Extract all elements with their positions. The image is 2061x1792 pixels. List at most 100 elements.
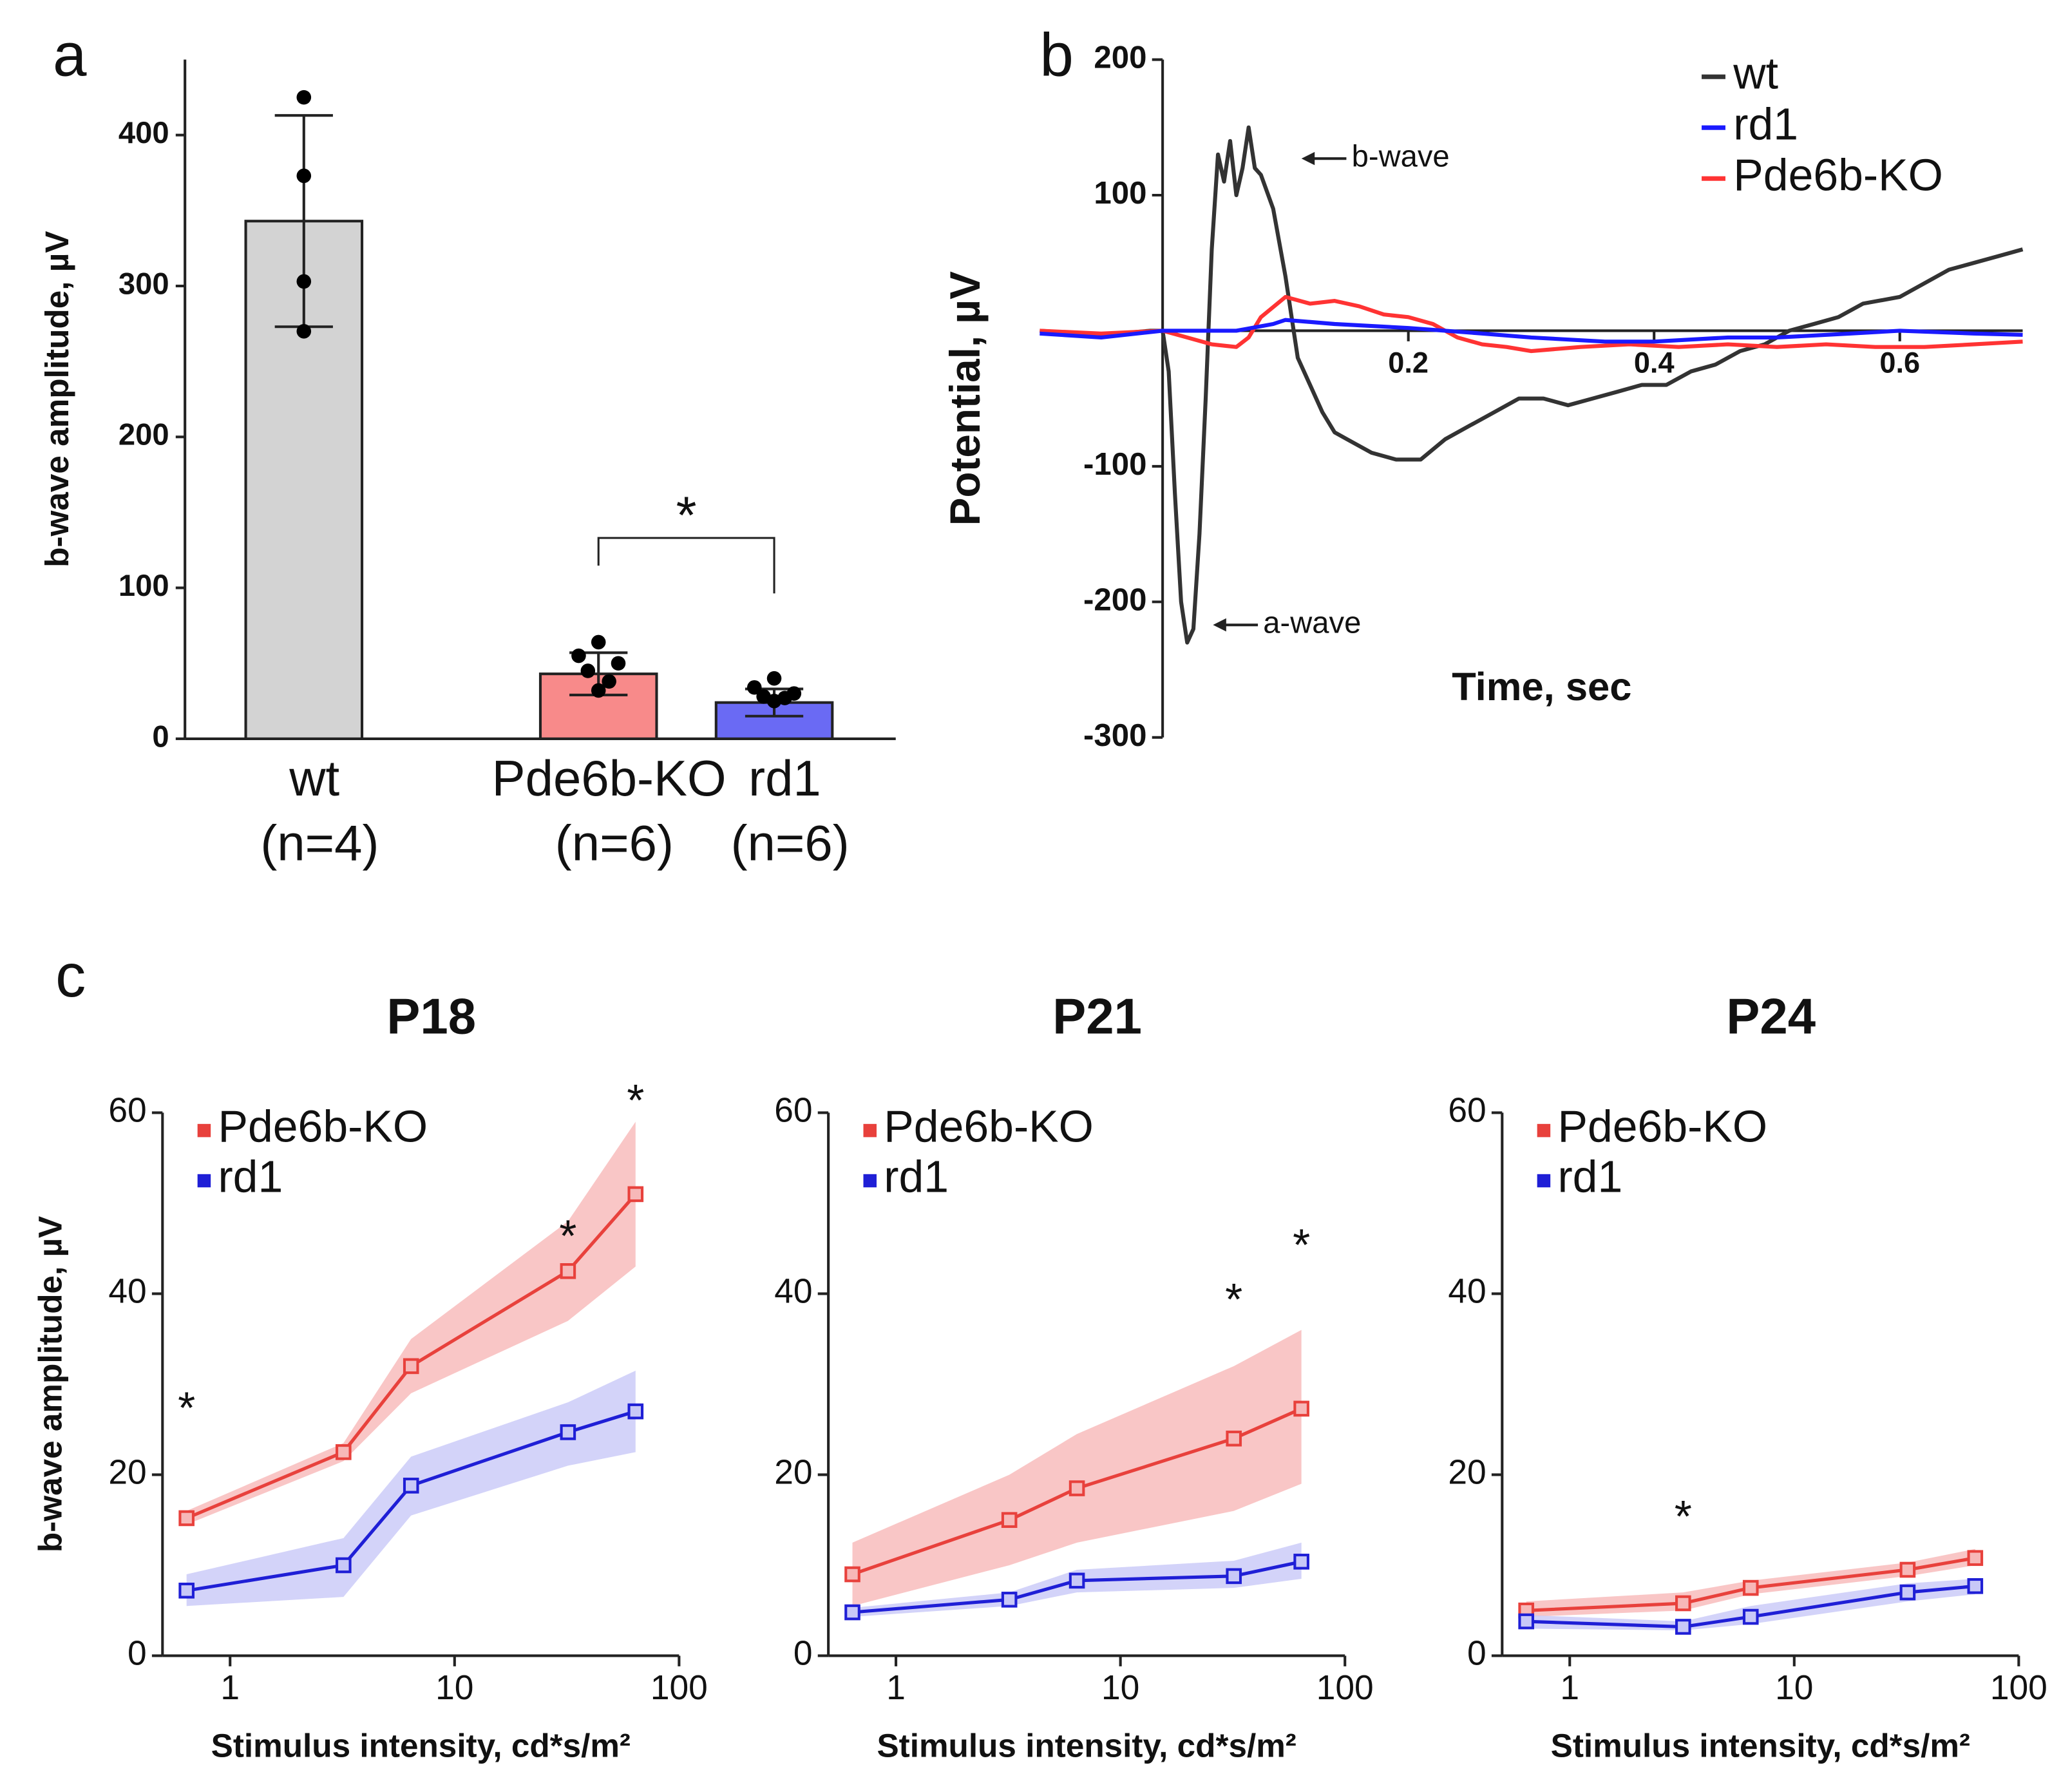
series-line xyxy=(1040,125,2024,645)
y-tick-label: -300 xyxy=(1083,718,1147,753)
x-tick-label: 1 xyxy=(1560,1669,1579,1707)
data-point xyxy=(296,90,312,105)
data-point xyxy=(1068,1480,1085,1496)
data-point xyxy=(178,1583,195,1599)
x-tick-label: 0.6 xyxy=(1879,347,1920,379)
data-point xyxy=(1742,1608,1759,1625)
data-point xyxy=(591,634,606,650)
data-point xyxy=(1675,1619,1691,1635)
data-point xyxy=(403,1358,419,1375)
data-point xyxy=(336,1557,352,1574)
x-axis-label: Stimulus intensity, cd*s/m² xyxy=(1551,1728,1970,1764)
data-point xyxy=(747,680,762,695)
y-tick-label: 40 xyxy=(1448,1273,1486,1311)
data-point xyxy=(766,694,782,709)
legend-marker xyxy=(863,1123,877,1138)
confidence-band xyxy=(186,1121,636,1525)
significance-marker: * xyxy=(1293,1220,1310,1270)
y-tick-label: 100 xyxy=(1094,175,1146,211)
annotation-arrowhead xyxy=(1213,618,1226,632)
x-axis-label: Stimulus intensity, cd*s/m² xyxy=(877,1728,1296,1764)
x-tick-label: 1 xyxy=(886,1669,906,1707)
data-point xyxy=(403,1478,419,1494)
data-point xyxy=(591,683,606,698)
legend-label: Pde6b-KO xyxy=(1557,1101,1767,1151)
y-tick-label: 20 xyxy=(1448,1454,1486,1492)
y-tick-label: 60 xyxy=(1448,1092,1486,1130)
y-tick-label: 0 xyxy=(152,719,169,753)
y-tick-label: 0 xyxy=(793,1635,813,1673)
x-tick-label: 10 xyxy=(1775,1669,1813,1707)
chart-title: P24 xyxy=(1726,987,1816,1044)
legend-label: rd1 xyxy=(1557,1151,1622,1201)
legend-marker xyxy=(197,1174,211,1188)
data-point xyxy=(1899,1561,1916,1578)
y-tick-label: 60 xyxy=(774,1092,812,1130)
significance-marker: * xyxy=(627,1075,644,1125)
data-point xyxy=(844,1566,860,1583)
y-tick-label: 100 xyxy=(119,568,169,602)
annotation-arrowhead xyxy=(1301,151,1315,166)
annotation: b-wave xyxy=(1352,139,1450,173)
data-point xyxy=(560,1424,576,1440)
significance-bracket xyxy=(597,537,775,594)
data-point xyxy=(580,663,596,678)
y-tick-label: 40 xyxy=(774,1273,812,1311)
legend-marker xyxy=(863,1174,877,1188)
panel-label: c xyxy=(55,942,86,1009)
x-tick-label: 100 xyxy=(1990,1669,2047,1707)
confidence-band xyxy=(1526,1579,1975,1631)
legend-marker xyxy=(197,1123,211,1138)
data-point xyxy=(336,1444,352,1460)
legend-label: wt xyxy=(1733,48,1778,99)
x-tick-label: 10 xyxy=(1101,1669,1139,1707)
group-size: (n=6) xyxy=(555,815,674,872)
data-point xyxy=(766,671,782,686)
y-tick-label: 20 xyxy=(108,1454,146,1492)
data-point xyxy=(571,648,586,663)
legend-marker xyxy=(1537,1174,1551,1188)
x-tick-label: 0.4 xyxy=(1634,347,1675,379)
data-point xyxy=(1293,1400,1309,1417)
x-tick-label: rd1 xyxy=(748,750,821,806)
data-point xyxy=(1226,1430,1242,1447)
x-tick-label: 1 xyxy=(220,1669,240,1707)
data-point xyxy=(1001,1512,1018,1529)
data-point xyxy=(844,1604,860,1621)
data-point xyxy=(1899,1584,1916,1601)
data-point xyxy=(1001,1592,1018,1608)
y-tick-label: 200 xyxy=(119,417,169,452)
legend-label: rd1 xyxy=(884,1151,949,1201)
y-tick-label: 20 xyxy=(774,1454,812,1492)
data-point xyxy=(602,674,616,689)
x-tick-label: Pde6b-KO xyxy=(492,750,727,806)
chart-title: P18 xyxy=(386,987,476,1044)
y-tick-label: 0 xyxy=(1467,1635,1486,1673)
x-axis-label: Stimulus intensity, cd*s/m² xyxy=(211,1728,631,1764)
y-tick-label: 40 xyxy=(108,1273,146,1311)
annotation: a-wave xyxy=(1263,605,1361,640)
y-axis-label: b-wave amplitude, µV xyxy=(32,1216,69,1552)
group-size: (n=6) xyxy=(731,815,850,872)
y-tick-label: 300 xyxy=(119,266,169,300)
y-tick-label: -100 xyxy=(1083,446,1147,482)
group-size: (n=4) xyxy=(260,815,379,872)
data-point xyxy=(627,1186,644,1203)
x-tick-label: 100 xyxy=(651,1669,708,1707)
x-axis-label: Time, sec xyxy=(1452,665,1631,709)
legend-marker xyxy=(1537,1123,1551,1138)
panel-label: a xyxy=(53,21,87,88)
data-point xyxy=(627,1403,644,1420)
data-point xyxy=(1967,1578,1984,1594)
x-tick-label: 10 xyxy=(435,1669,473,1707)
data-point xyxy=(296,274,312,289)
x-tick-label: 100 xyxy=(1316,1669,1374,1707)
data-point xyxy=(296,324,312,339)
series-line xyxy=(1040,294,2023,354)
data-point xyxy=(1293,1554,1309,1570)
y-tick-label: 400 xyxy=(119,115,169,149)
legend-label: Pde6b-KO xyxy=(218,1101,428,1151)
chart-title: P21 xyxy=(1052,987,1142,1044)
